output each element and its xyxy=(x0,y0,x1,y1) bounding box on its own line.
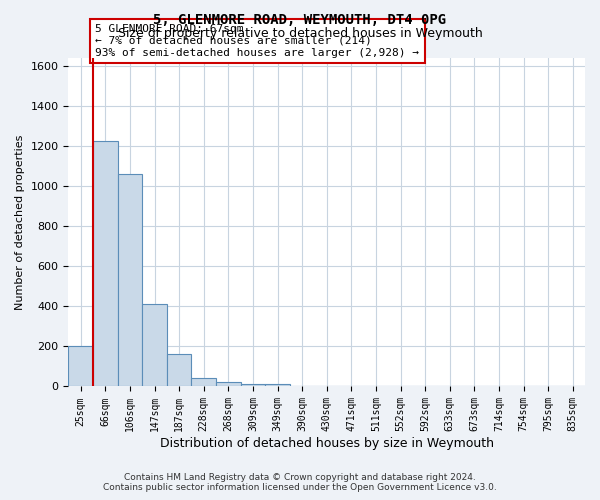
Bar xyxy=(118,174,142,386)
X-axis label: Distribution of detached houses by size in Weymouth: Distribution of detached houses by size … xyxy=(160,437,494,450)
Bar xyxy=(167,354,191,386)
Bar xyxy=(216,382,241,386)
Bar xyxy=(93,140,118,386)
Bar xyxy=(68,346,93,387)
Y-axis label: Number of detached properties: Number of detached properties xyxy=(15,134,25,310)
Bar xyxy=(142,304,167,386)
Bar xyxy=(191,378,216,386)
Text: 5, GLENMORE ROAD, WEYMOUTH, DT4 0PG: 5, GLENMORE ROAD, WEYMOUTH, DT4 0PG xyxy=(154,12,446,26)
Text: Size of property relative to detached houses in Weymouth: Size of property relative to detached ho… xyxy=(118,28,482,40)
Text: 5 GLENMORE ROAD: 67sqm
← 7% of detached houses are smaller (214)
93% of semi-det: 5 GLENMORE ROAD: 67sqm ← 7% of detached … xyxy=(95,24,419,58)
Text: Contains HM Land Registry data © Crown copyright and database right 2024.
Contai: Contains HM Land Registry data © Crown c… xyxy=(103,473,497,492)
Bar xyxy=(241,384,265,386)
Bar xyxy=(265,384,290,386)
